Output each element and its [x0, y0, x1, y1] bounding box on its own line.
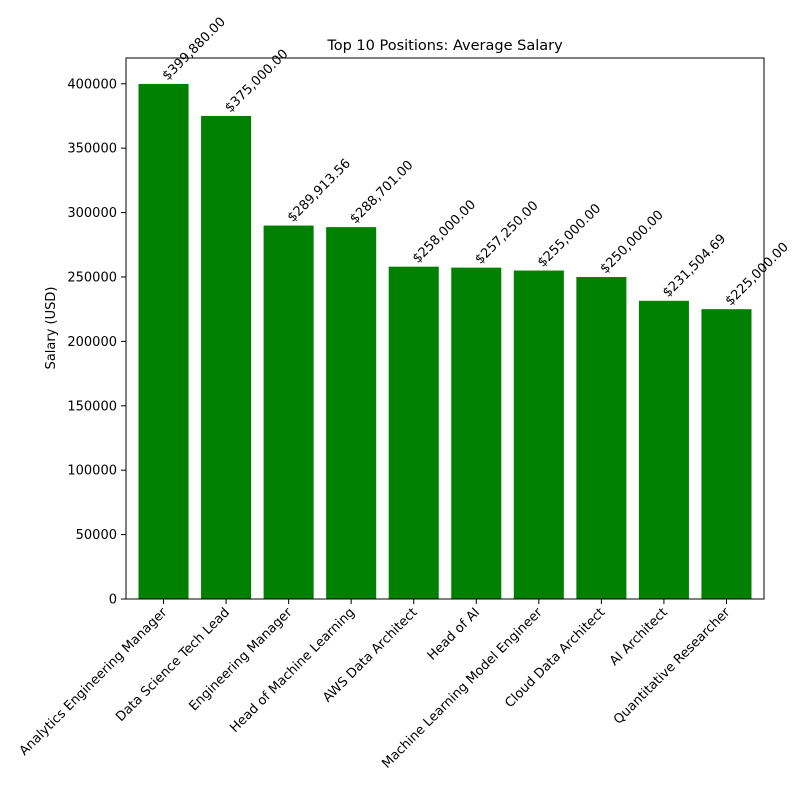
x-tick-label: Engineering Manager: [186, 605, 295, 714]
bar: [326, 227, 377, 599]
bar: [451, 267, 502, 599]
x-tick-label: Head of Machine Learning: [227, 605, 358, 736]
bars-group: [138, 83, 752, 600]
y-tick-label: 250000: [67, 270, 117, 285]
x-tick-label: Head of AI: [425, 605, 483, 663]
y-tick-label: 350000: [67, 142, 117, 157]
y-tick-label: 0: [109, 593, 117, 608]
bar: [701, 309, 752, 599]
y-tick-label: 200000: [67, 335, 117, 350]
bar-value-label: $225,000.00: [723, 240, 792, 309]
chart-title: Top 10 Positions: Average Salary: [326, 38, 563, 54]
bar-value-label: $257,250.00: [472, 198, 541, 267]
bar: [638, 300, 689, 599]
y-tick-label: 150000: [67, 399, 117, 414]
bar-value-label: $289,913.56: [285, 156, 354, 225]
bar-value-label: $399,880.00: [160, 15, 229, 84]
bar-value-label: $250,000.00: [598, 208, 667, 277]
bar-value-label: $258,000.00: [410, 197, 479, 266]
x-tick-label: Data Science Tech Lead: [113, 605, 233, 725]
bar: [576, 276, 627, 599]
bar: [138, 83, 189, 600]
y-tick-label: 400000: [67, 77, 117, 92]
bar-value-label: $231,504.69: [660, 232, 729, 301]
bar: [388, 266, 439, 599]
data-labels-group: $399,880.00$375,000.00 $289,913.56$288,70…: [160, 15, 792, 309]
y-axis-label: Salary (USD): [44, 287, 59, 370]
bar: [201, 115, 252, 600]
bar-value-label: $288,701.00: [347, 158, 416, 227]
bar: [513, 270, 564, 599]
bar-value-label: $255,000.00: [535, 201, 604, 270]
y-axis-ticks: 0 50000 100000 150000 200000 250000 300000 3500…: [67, 77, 126, 608]
y-tick-label: 50000: [76, 528, 117, 543]
x-tick-label: AI Architect: [607, 605, 671, 669]
plot-area-frame: [125, 57, 765, 600]
y-tick-label: 300000: [67, 206, 117, 221]
bar: [263, 225, 314, 599]
bar-value-label: $375,000.00: [222, 47, 291, 116]
y-tick-label: 100000: [67, 464, 117, 479]
x-tick-label: Quantitative Researcher: [611, 605, 734, 728]
